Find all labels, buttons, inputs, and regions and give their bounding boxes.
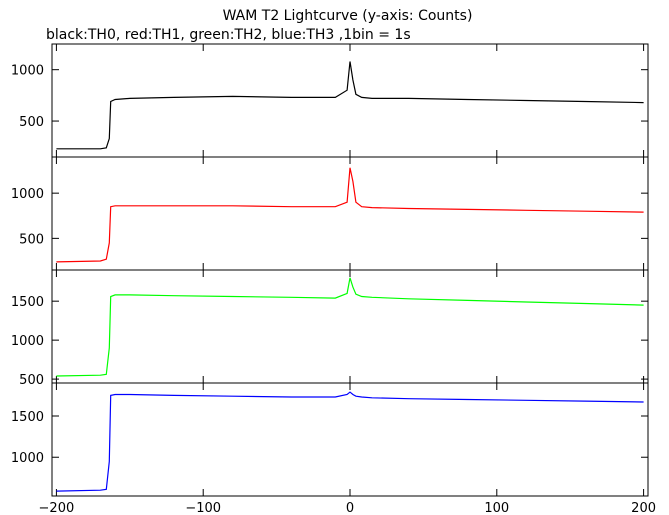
series-line-th2: [56, 277, 644, 377]
y-tick-label: 500: [19, 115, 44, 130]
x-tick-label: 0: [346, 501, 354, 515]
x-tick-label: 100: [484, 501, 509, 515]
y-tick-label: 500: [19, 232, 44, 247]
chart-title: WAM T2 Lightcurve (y-axis: Counts): [222, 8, 473, 24]
y-tick-label: 1500: [11, 295, 44, 310]
y-tick-label: 1000: [11, 451, 44, 466]
chart-subtitle: black:TH0, red:TH1, green:TH2, blue:TH3 …: [46, 27, 411, 43]
panel-frame-th2: [51, 269, 649, 384]
series-line-th0: [56, 61, 644, 150]
panel-frame-th3: [51, 382, 649, 497]
series-line-th1: [56, 167, 644, 263]
y-tick-label: 1500: [11, 410, 44, 425]
y-tick-label: 500: [19, 373, 44, 388]
y-tick-label: 1000: [11, 64, 44, 79]
y-tick-label: 1000: [11, 187, 44, 202]
x-tick-label: −200: [39, 501, 75, 515]
series-line-th3: [56, 391, 644, 492]
x-tick-label: −100: [185, 501, 221, 515]
x-tick-label: 200: [631, 501, 656, 515]
y-tick-label: 1000: [11, 334, 44, 349]
